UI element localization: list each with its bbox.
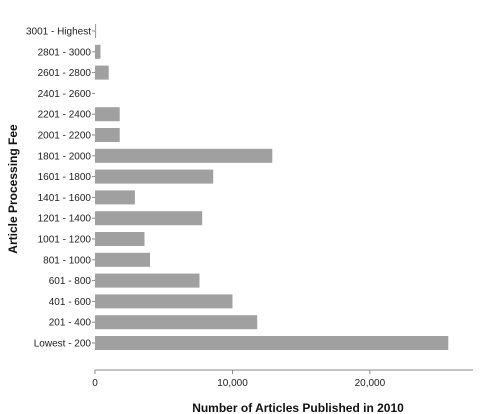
category-labels-group: Lowest - 200 201 - 400 401 - 600 601 - 800 8… bbox=[26, 27, 95, 350]
category-label: 1801 - 2000 bbox=[38, 151, 92, 162]
category-label: 1201 - 1400 bbox=[38, 214, 92, 225]
y-axis-title: Article Processing Fee bbox=[6, 124, 20, 254]
bar bbox=[95, 190, 135, 205]
category-label: 1401 - 1600 bbox=[38, 193, 92, 204]
category-label: 3001 - Highest bbox=[26, 27, 91, 38]
category-label: 601 - 800 bbox=[49, 276, 92, 287]
bar bbox=[95, 232, 145, 246]
category-label: 2801 - 3000 bbox=[38, 47, 92, 58]
bar bbox=[95, 44, 101, 59]
bar bbox=[95, 211, 203, 226]
category-label: 2201 - 2400 bbox=[38, 110, 92, 121]
bar bbox=[95, 148, 273, 163]
category-label: 1601 - 1800 bbox=[38, 172, 92, 183]
category-label: 201 - 400 bbox=[49, 318, 92, 329]
x-tick-label: 20,000 bbox=[355, 378, 386, 389]
x-axis-title: Number of Articles Published in 2010 bbox=[192, 401, 404, 414]
bar bbox=[95, 315, 258, 330]
bar bbox=[95, 128, 120, 142]
category-label: 2001 - 2200 bbox=[38, 131, 92, 142]
category-label: 2401 - 2600 bbox=[38, 89, 92, 100]
bar bbox=[95, 294, 233, 309]
x-tick-label: 0 bbox=[92, 378, 98, 389]
bar bbox=[95, 252, 150, 267]
bar bbox=[95, 24, 97, 38]
bar bbox=[95, 65, 109, 80]
category-label: 801 - 1000 bbox=[43, 255, 91, 266]
bar bbox=[95, 169, 214, 184]
bars-group bbox=[95, 24, 449, 350]
bar bbox=[95, 336, 449, 350]
category-label: 2601 - 2800 bbox=[38, 68, 92, 79]
category-label: 401 - 600 bbox=[49, 297, 92, 308]
category-label: Lowest - 200 bbox=[34, 339, 92, 350]
bar bbox=[95, 273, 200, 288]
bar bbox=[95, 107, 120, 122]
x-tick-label: 10,000 bbox=[217, 378, 248, 389]
x-ticks-group: 0 10,000 20,000 bbox=[92, 370, 386, 389]
category-label: 1001 - 1200 bbox=[38, 235, 92, 246]
